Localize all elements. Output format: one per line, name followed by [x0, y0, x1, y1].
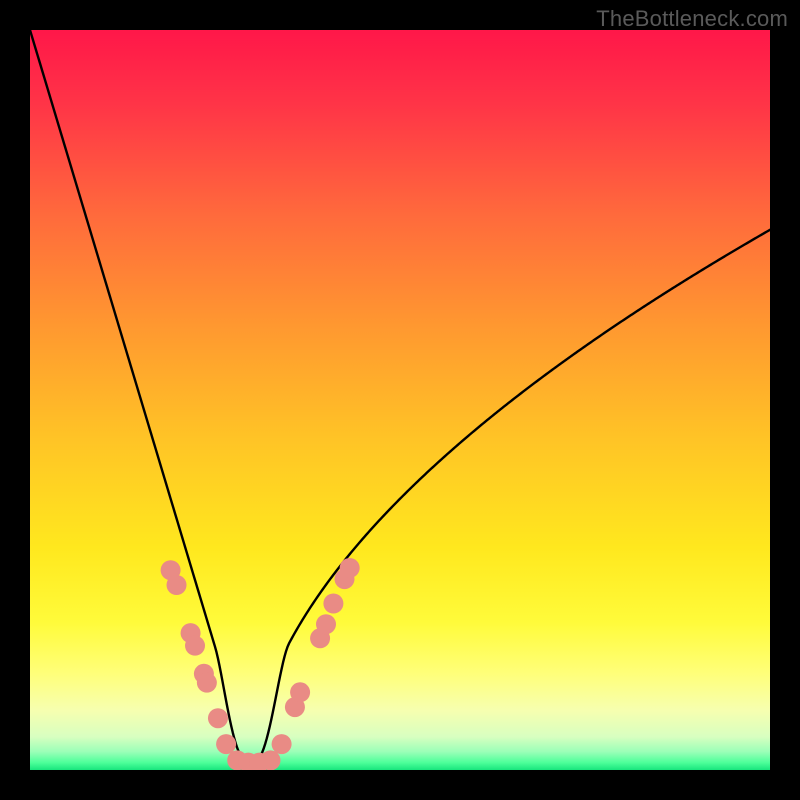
plot-svg: [30, 30, 770, 770]
data-dot: [216, 734, 236, 754]
data-dot: [208, 708, 228, 728]
data-dot: [272, 734, 292, 754]
data-dot: [167, 575, 187, 595]
data-dot: [185, 636, 205, 656]
data-dot: [316, 614, 336, 634]
plot-area: [30, 30, 770, 770]
chart-frame: TheBottleneck.com: [0, 0, 800, 800]
data-dot: [261, 750, 281, 770]
data-dot: [340, 558, 360, 578]
watermark-text: TheBottleneck.com: [596, 6, 788, 32]
data-dot: [290, 682, 310, 702]
data-dot: [197, 673, 217, 693]
data-dot: [323, 594, 343, 614]
